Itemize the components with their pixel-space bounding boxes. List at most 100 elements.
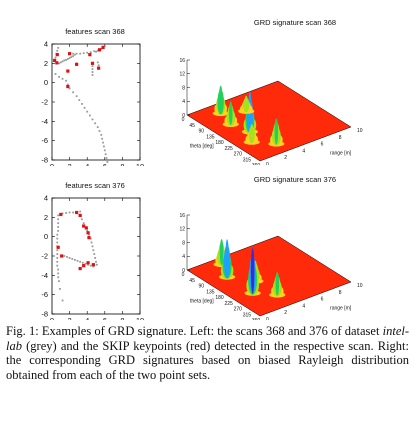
y-tick-label: -6	[41, 290, 48, 299]
scan-point	[61, 212, 64, 215]
theta-tick-label: 180	[215, 295, 224, 301]
scan-point	[57, 214, 60, 217]
scan-point	[54, 56, 57, 59]
x-tick-label: 2	[68, 316, 72, 320]
z-tick-label: 12	[179, 72, 185, 78]
keypoint	[97, 66, 101, 70]
scan-point	[96, 61, 99, 64]
scatter-title: features scan 376	[65, 181, 125, 190]
scan-point	[103, 45, 106, 47]
surface-title: GRD signature scan 368	[254, 18, 336, 27]
theta-tick-label: 45	[189, 278, 195, 284]
scan-point	[89, 264, 92, 267]
y-tick-label: 2	[44, 213, 48, 222]
caption-text: Examples of GRD signature. Left: the sca…	[41, 324, 380, 338]
surface-peak	[219, 239, 224, 265]
scan-point	[91, 68, 94, 71]
theta-tick-label: 90	[198, 284, 204, 290]
keypoint	[66, 69, 70, 73]
surface-peak	[218, 85, 223, 114]
z-tick-label: 8	[182, 240, 185, 246]
scan-point	[68, 87, 71, 90]
theta-tick-label: 135	[206, 289, 215, 295]
scan-point	[56, 241, 59, 244]
keypoint	[78, 213, 82, 217]
range-axis-label: range [m]	[330, 305, 352, 311]
theta-axis-label: theta [deg]	[190, 144, 214, 150]
theta-tick-label: 0	[182, 117, 185, 123]
scan-point	[65, 59, 67, 61]
axes-box	[51, 43, 141, 161]
scan-point	[68, 211, 71, 214]
scan-point	[86, 110, 89, 113]
range-tick-label: 0	[266, 162, 269, 165]
keypoint	[86, 231, 90, 235]
scan-point	[57, 46, 60, 49]
scan-point	[66, 83, 69, 86]
theta-tick-label: 0	[182, 272, 185, 278]
scan-point	[103, 145, 105, 148]
scan-point	[104, 153, 107, 156]
scan-point	[79, 52, 82, 55]
range-tick-label: 8	[339, 135, 342, 141]
keypoint	[88, 53, 92, 57]
z-tick-label: 4	[182, 254, 185, 260]
x-tick-label: 4	[85, 316, 89, 320]
y-tick-label: -4	[41, 271, 48, 280]
scan-point	[61, 299, 64, 302]
scan-point	[70, 56, 73, 58]
theta-tick-label: 270	[234, 152, 243, 158]
scan-point	[56, 260, 59, 263]
y-tick-label: 0	[44, 232, 48, 241]
scan-point	[105, 157, 108, 159]
scan-point	[75, 95, 78, 98]
scan-point	[97, 64, 100, 67]
y-tick-label: -4	[41, 117, 48, 126]
range-tick-label: 8	[339, 290, 342, 296]
range-tick-label: 0	[266, 317, 269, 320]
scan-point	[92, 265, 95, 268]
scan-point	[63, 255, 66, 257]
scan-point	[75, 52, 78, 55]
scan-point	[59, 287, 61, 290]
scan-point	[66, 58, 69, 60]
scan-point	[102, 141, 104, 144]
keypoint	[84, 226, 88, 230]
x-tick-label: 10	[136, 162, 144, 166]
scan-point	[91, 118, 94, 121]
scatter-plot-376: features scan 376 0 2 4 6 8 10 4 2 0 -2 -4 -6 -8	[41, 181, 144, 320]
scan-point	[94, 257, 97, 259]
scan-point	[91, 245, 94, 248]
scan-point	[96, 49, 99, 52]
keypoint	[82, 264, 86, 268]
z-tick-label: 0	[182, 113, 185, 119]
scan-point	[79, 260, 82, 263]
scan-point	[100, 47, 103, 50]
scan-point	[103, 149, 106, 152]
keypoint	[55, 53, 59, 57]
keypoint	[60, 254, 64, 258]
z-tick-label: 12	[179, 227, 185, 233]
scan-point	[56, 233, 59, 236]
scan-point	[56, 257, 59, 259]
scan-point	[58, 62, 60, 65]
range-tick-label: 4	[302, 303, 305, 309]
keypoint	[91, 263, 95, 267]
scan-point	[86, 229, 89, 232]
point-layer	[53, 45, 109, 163]
y-tick-label: -6	[41, 136, 48, 145]
scan-point	[81, 261, 84, 264]
z-tick-label: 16	[179, 213, 185, 219]
keypoint	[56, 245, 60, 249]
surface-floor	[186, 80, 352, 162]
keypoint	[86, 261, 90, 265]
keypoint	[75, 210, 79, 215]
scan-point	[98, 130, 101, 132]
theta-tick-label: 135	[206, 134, 215, 140]
scan-point	[57, 276, 60, 279]
keypoint	[82, 224, 86, 228]
scan-point	[91, 74, 94, 76]
surface-peak	[250, 247, 255, 294]
scan-point	[56, 264, 59, 267]
